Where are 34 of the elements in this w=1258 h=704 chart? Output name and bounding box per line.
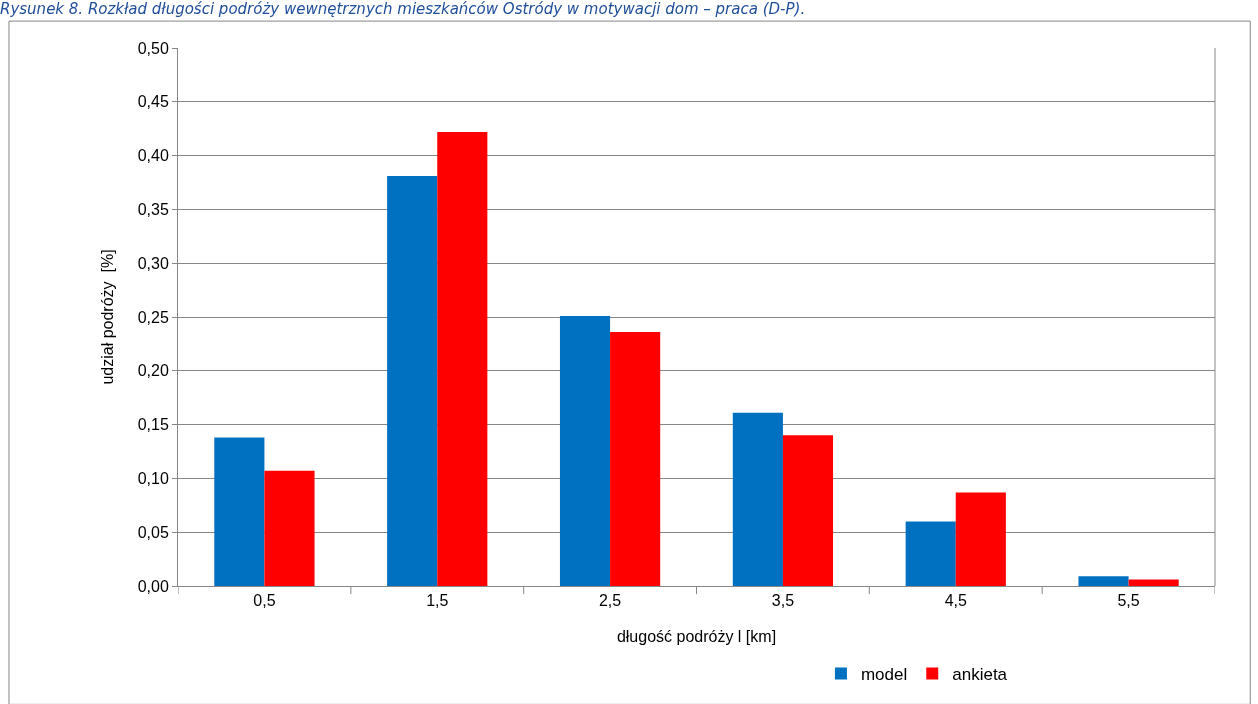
x-tick-label: 0,5: [253, 592, 276, 610]
bar: [437, 131, 488, 586]
y-tick-label: 0,45: [137, 93, 169, 111]
x-tick-label: 4,5: [944, 592, 967, 610]
bar: [610, 332, 661, 586]
legend-label: model: [860, 665, 908, 685]
bar: [905, 521, 956, 586]
y-tick-label: 0,50: [137, 39, 169, 57]
y-tick-label: 0,15: [137, 416, 169, 434]
y-tick-label: 0,10: [137, 470, 169, 487]
x-axis-title: długość podróży l [km]: [616, 627, 777, 645]
y-tick-label: 0,35: [137, 201, 169, 218]
x-tick-label: 3,5: [771, 592, 795, 610]
bar: [732, 412, 783, 586]
y-tick-label: 0,30: [137, 254, 169, 272]
y-tick-label: 0,05: [137, 523, 169, 541]
bar: [264, 470, 315, 586]
bar: [387, 176, 438, 586]
x-tick-label: 5,5: [1117, 592, 1140, 610]
bar: [1128, 579, 1179, 586]
bar: [955, 492, 1006, 586]
y-tick-label: 0,40: [137, 147, 169, 165]
legend-label: ankieta: [952, 665, 1008, 685]
x-tick-label: 2,5: [598, 592, 622, 610]
bar: [1078, 576, 1129, 586]
y-axis-title: udział podróży [%]: [98, 249, 116, 385]
y-tick-label: 0,25: [137, 308, 169, 326]
y-tick-label: 0,00: [137, 577, 169, 595]
chart-title: Rysunek 8. Rozkład długości podróży wewnętrznych mieszkańców Ostródy w motywacji dom – praca (D-P).: [0, 0, 806, 19]
x-tick-label: 1,5: [426, 592, 449, 610]
bar: [782, 435, 834, 586]
bar: [559, 315, 611, 586]
y-tick-label: 0,20: [137, 362, 169, 380]
bar: [214, 437, 265, 586]
